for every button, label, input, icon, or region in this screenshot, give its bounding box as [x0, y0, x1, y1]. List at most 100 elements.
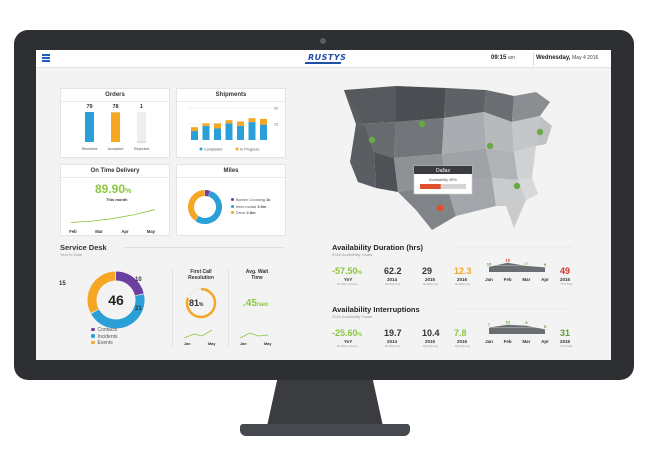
service-desk-legend-label: Contacts: [97, 327, 118, 333]
interruptions-ytd-value: 31: [560, 328, 570, 338]
shipments-bar-completed: [191, 131, 198, 140]
miles-legend-value: 3.9m: [257, 203, 267, 209]
top-bar: RUSTYS 09:15 am Wednesday, May 4 2016: [36, 50, 611, 68]
service-desk-legend-label: Events: [97, 340, 113, 346]
brand-logo[interactable]: RUSTYS: [308, 53, 347, 62]
ontime-unit: %: [125, 188, 132, 195]
interruptions-subtitle: 2016 Availability Goals: [332, 314, 372, 319]
incidents-count: 21: [135, 306, 142, 312]
service-desk-title: Service Desk: [60, 243, 107, 252]
orders-title: Orders: [61, 89, 169, 102]
clock-time: 09:15: [491, 55, 507, 61]
shipments-bar-completed: [214, 128, 221, 140]
miles-card[interactable]: Miles Border Crossing 1k Inter-modal 3.9m…: [176, 164, 286, 236]
interruptions-y2016-sub: Monthly Avg: [455, 344, 471, 348]
duration-y2015-value: 29: [422, 266, 432, 276]
miles-donut: [188, 190, 222, 224]
orders-card[interactable]: Orders 79 Received 78 Accepted 1 Rejected: [60, 88, 170, 158]
duration-month-value: 9: [544, 262, 547, 267]
logo-underline: [304, 62, 342, 64]
wait-spark-start: Jan: [240, 342, 247, 346]
duration-y2016-sub: Monthly Avg: [455, 282, 471, 286]
orders-bar-received: [85, 112, 94, 142]
shipments-bar-in-progress: [225, 120, 233, 124]
ontime-month-label: Feb: [69, 229, 77, 234]
header-divider: [533, 52, 534, 66]
interruptions-yoy-sub: Monthly variance: [337, 344, 359, 348]
miles-legend-label: Border Crossing: [236, 197, 265, 202]
sd-divider-1: [172, 268, 173, 348]
fcr-sparkline: Jan May: [183, 329, 216, 346]
wait-title: Avg. Wait Time: [233, 269, 281, 281]
tooltip-bar-fill: [420, 184, 441, 189]
map-marker-northwest[interactable]: [418, 120, 426, 128]
miles-slice: [188, 190, 206, 221]
duration-subtitle: 2016 Availability Goals: [332, 252, 372, 257]
duration-yoy-sub: Monthly variance: [337, 282, 359, 286]
shipments-card[interactable]: Shipments 50 25 Completed In Progress: [176, 88, 286, 158]
camera-dot: [320, 38, 326, 44]
shipments-bar-in-progress: [248, 118, 256, 123]
miles-legend-value: 2.8m: [246, 210, 256, 215]
wait-value: .45: [243, 298, 257, 309]
ontime-month-label: Apr: [121, 229, 129, 234]
orders-category-label: Received: [82, 147, 98, 151]
orders-bar-accepted: [111, 112, 120, 142]
ontime-title: On Time Delivery: [61, 165, 169, 178]
map-marker-midwest[interactable]: [486, 142, 494, 150]
shipments-bar-in-progress: [237, 121, 244, 126]
shipments-title: Shipments: [177, 89, 285, 102]
fcr-value: 81: [189, 298, 200, 308]
tooltip-title: Dallas: [436, 168, 450, 174]
service-desk-slice: [91, 294, 145, 329]
monitor-stand: [267, 380, 383, 426]
us-map[interactable]: Dallas Availability 45%: [336, 82, 561, 232]
ontime-trend-chart: Feb Mar Apr May: [69, 209, 156, 234]
interruptions-y2014-sub: Monthly Avg: [385, 344, 401, 348]
dashboard-screen: RUSTYS 09:15 am Wednesday, May 4 2016 Or…: [36, 50, 611, 360]
map-marker-southeast[interactable]: [513, 182, 521, 190]
ontime-value: 89.90: [95, 182, 126, 196]
shipments-tick-label: 50: [274, 107, 278, 111]
clock: 09:15 am: [491, 55, 515, 61]
ontime-trend-line: [70, 209, 156, 223]
miles-title: Miles: [177, 165, 285, 178]
duration-month-area: [489, 262, 545, 272]
availability-interruptions-section: Availability Interruptions 2016 Availabil…: [332, 304, 602, 359]
interruptions-y2014-value: 19.7: [384, 328, 402, 338]
fcr-ring-fill: [185, 287, 217, 319]
duration-month-value: 12: [524, 260, 529, 265]
shipments-bar-in-progress: [191, 127, 198, 132]
miles-legend-label: Inter-modal: [236, 203, 257, 209]
duration-y2016-label: 2016: [457, 277, 468, 282]
legend-completed-dot: [199, 147, 203, 151]
ontime-month-label: May: [147, 229, 156, 234]
interruptions-month-label: Apr: [541, 339, 549, 344]
date-value: May 4 2016: [572, 55, 599, 61]
ontime-card[interactable]: On Time Delivery 89.90% This month Feb Ma…: [60, 164, 170, 236]
shipments-bar-completed: [237, 125, 244, 140]
map-marker-dallas[interactable]: [436, 204, 444, 212]
map-marker-west[interactable]: [368, 136, 376, 144]
wait-unit: /sec: [256, 302, 269, 308]
date-display: Wednesday, May 4 2016: [536, 55, 598, 61]
legend-completed-label: Completed: [204, 148, 222, 152]
miles-legend-item: Border Crossing 1k: [231, 197, 270, 204]
shipments-tick-label: 25: [274, 123, 278, 127]
map-marker-northeast[interactable]: [536, 128, 544, 136]
duration-y2014-sub: Monthly Avg: [385, 282, 401, 286]
wait-title-line1: Avg. Wait: [245, 269, 269, 275]
menu-icon[interactable]: [42, 54, 52, 64]
service-desk-donut: 46: [87, 271, 145, 329]
duration-yoy-label: YoY: [344, 277, 352, 282]
interruptions-y2015-sub: Monthly Avg: [423, 344, 439, 348]
sd-divider-2: [228, 268, 229, 348]
service-desk-total: 46: [108, 292, 124, 308]
interruptions-title: Availability Interruptions: [332, 305, 420, 314]
service-desk-slice: [87, 271, 116, 314]
orders-chart: 79 Received 78 Accepted 1 Rejected: [82, 104, 149, 151]
miles-legend-item: Drive 2.8m: [231, 210, 270, 217]
miles-slice: [195, 190, 222, 224]
ontime-value-wrap: 89.90%: [95, 182, 131, 196]
